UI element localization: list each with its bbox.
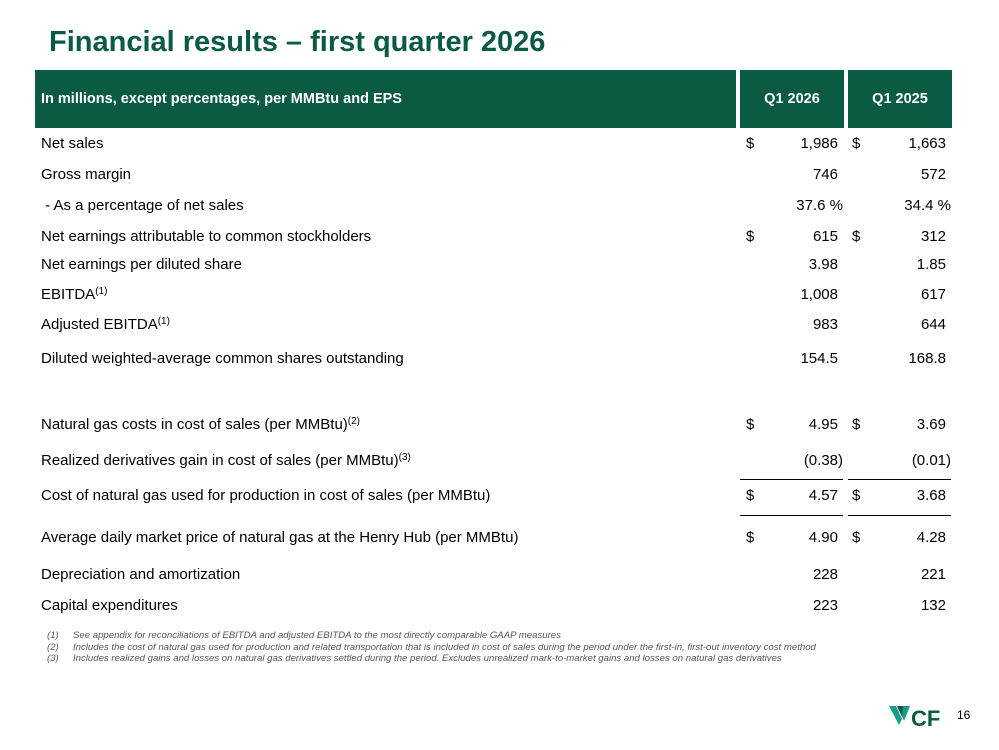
value-q1-2026: 3.98 <box>808 256 838 273</box>
page-title: Financial results – first quarter 2026 <box>49 26 546 58</box>
currency-symbol: $ <box>746 416 755 433</box>
value-q1-2025: 132 <box>920 597 946 614</box>
value-q1-2025: 221 <box>920 566 946 583</box>
currency-symbol: $ <box>746 529 755 546</box>
table-header-q1-2026: Q1 2026 <box>740 70 844 128</box>
currency-symbol: $ <box>852 529 861 546</box>
value-q1-2025: 617 <box>920 286 946 303</box>
footnote-ref: (3) <box>398 452 411 463</box>
value-q1-2025: 3.68 <box>916 487 946 504</box>
table-row: Net earnings per diluted share 3.98 1.85 <box>41 256 951 276</box>
value-q1-2026: 228 <box>812 566 838 583</box>
value-q1-2026: 37.6 % <box>796 197 843 214</box>
footnote: (1) See appendix for reconciliations of E… <box>47 630 561 641</box>
value-q1-2025: 34.4 % <box>904 197 951 214</box>
value-q1-2026: 1,986 <box>800 135 838 152</box>
value-q1-2025: (0.01) <box>911 452 951 469</box>
value-q1-2025: 572 <box>920 166 946 183</box>
value-q1-2025: 168.8 <box>908 350 946 367</box>
footnotes: (1) See appendix for reconciliations of E… <box>47 630 816 665</box>
logo-text: CF <box>911 706 940 731</box>
value-q1-2026: 983 <box>812 316 838 333</box>
cf-logo: CF <box>888 703 940 731</box>
currency-symbol: $ <box>852 228 861 245</box>
value-q1-2025: 3.69 <box>916 416 946 433</box>
row-label: Gross margin <box>41 166 132 183</box>
row-label: Net earnings attributable to common stoc… <box>41 228 372 245</box>
row-label: Adjusted EBITDA(1) <box>41 316 170 333</box>
total-rule <box>848 515 951 516</box>
currency-symbol: $ <box>852 487 861 504</box>
value-q1-2026: 1,008 <box>800 286 838 303</box>
table-row: Depreciation and amortization 228 221 <box>41 566 951 586</box>
value-q1-2026: 4.57 <box>808 487 838 504</box>
value-q1-2026: 615 <box>812 228 838 245</box>
row-label: Cost of natural gas used for production … <box>41 487 491 504</box>
table-row: Net sales $ 1,986 $ 1,663 <box>41 135 951 155</box>
table-row: Natural gas costs in cost of sales (per … <box>41 416 951 436</box>
total-rule <box>740 515 843 516</box>
currency-symbol: $ <box>852 416 861 433</box>
row-label: EBITDA(1) <box>41 286 108 303</box>
value-q1-2026: 4.90 <box>808 529 838 546</box>
currency-symbol: $ <box>746 135 755 152</box>
value-q1-2025: 644 <box>920 316 946 333</box>
value-q1-2025: 312 <box>920 228 946 245</box>
page-number: 16 <box>957 708 971 722</box>
value-q1-2026: 746 <box>812 166 838 183</box>
currency-symbol: $ <box>746 487 755 504</box>
footnote-ref: (1) <box>157 316 170 327</box>
row-label: - As a percentage of net sales <box>41 197 244 214</box>
value-q1-2025: 1.85 <box>916 256 946 273</box>
value-q1-2025: 1,663 <box>908 135 946 152</box>
row-label: Realized derivatives gain in cost of sal… <box>41 452 411 469</box>
row-label: Diluted weighted-average common shares o… <box>41 350 404 367</box>
subtotal-rule <box>848 479 951 480</box>
value-q1-2026: 4.95 <box>808 416 838 433</box>
table-row: Realized derivatives gain in cost of sal… <box>41 452 951 472</box>
row-label: Net earnings per diluted share <box>41 256 242 273</box>
row-label: Net sales <box>41 135 104 152</box>
table-row: Average daily market price of natural ga… <box>41 529 951 549</box>
footnote-ref: (2) <box>347 416 361 427</box>
value-q1-2026: (0.38) <box>803 452 843 469</box>
table-header-label: In millions, except percentages, per MMB… <box>35 70 736 128</box>
row-label: Natural gas costs in cost of sales (per … <box>41 416 361 433</box>
table-row: - As a percentage of net sales 37.6 % 34… <box>41 197 951 217</box>
row-label: Average daily market price of natural ga… <box>41 529 519 546</box>
table-row: Gross margin 746 572 <box>41 166 951 186</box>
table-header-q1-2025: Q1 2025 <box>848 70 952 128</box>
footnote: (2) Includes the cost of natural gas used… <box>47 641 816 653</box>
subtotal-rule <box>740 479 843 480</box>
footnote-ref: (1) <box>95 286 108 297</box>
value-q1-2025: 4.28 <box>916 529 946 546</box>
value-q1-2026: 223 <box>812 597 838 614</box>
table-row: Diluted weighted-average common shares o… <box>41 350 951 370</box>
value-q1-2026: 154.5 <box>800 350 838 367</box>
currency-symbol: $ <box>746 228 755 245</box>
table-row: Adjusted EBITDA(1) 983 644 <box>41 316 951 336</box>
table-row: EBITDA(1) 1,008 617 <box>41 286 951 306</box>
footnote: (3) Includes realized gains and losses on… <box>47 653 782 664</box>
row-label: Capital expenditures <box>41 597 178 614</box>
currency-symbol: $ <box>852 135 861 152</box>
table-row: Net earnings attributable to common stoc… <box>41 228 951 248</box>
table-row: Cost of natural gas used for production … <box>41 487 951 507</box>
table-row: Capital expenditures 223 132 <box>41 597 951 617</box>
row-label: Depreciation and amortization <box>41 566 241 583</box>
